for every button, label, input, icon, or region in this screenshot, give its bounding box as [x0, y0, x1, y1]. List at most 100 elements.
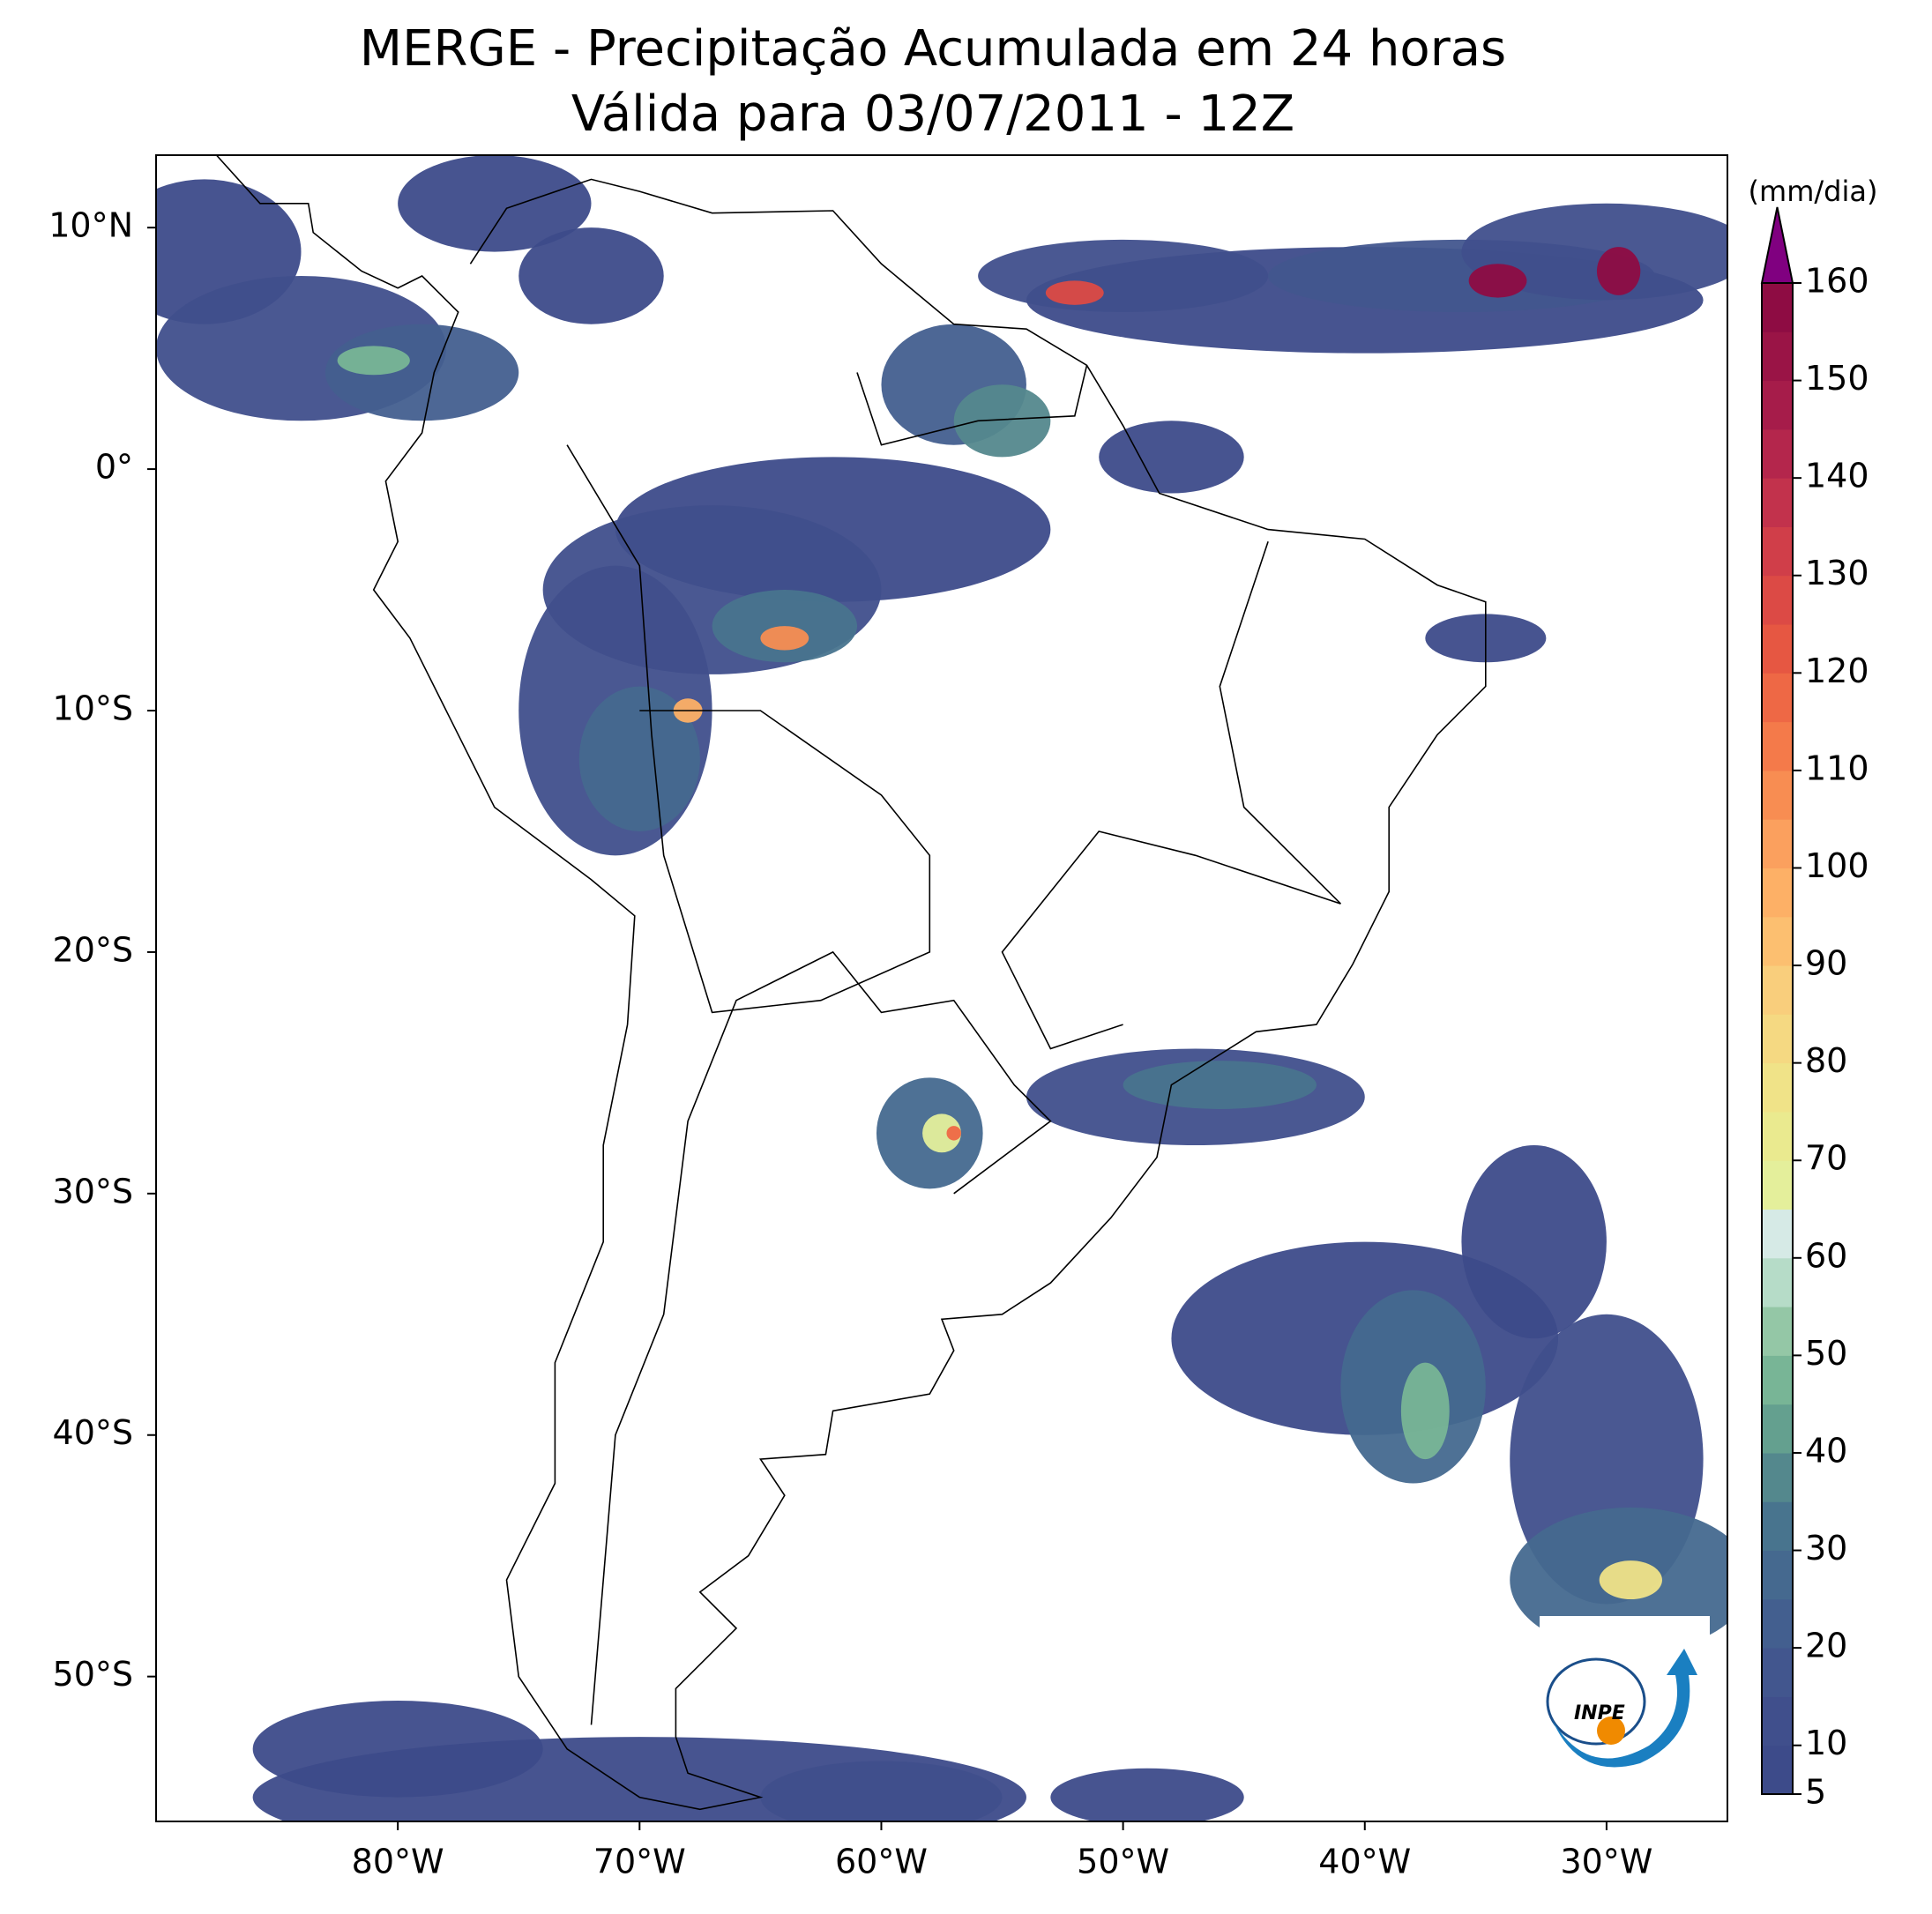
colorbar-tick-label: 50: [1805, 1334, 1847, 1373]
precip-area: [760, 626, 809, 651]
colorbar-tick-label: 30: [1805, 1529, 1847, 1568]
colorbar-level: [1762, 673, 1793, 723]
colorbar-tick-label: 110: [1805, 748, 1869, 787]
colorbar-level: [1762, 575, 1793, 625]
colorbar-level: [1762, 478, 1793, 527]
x-tick-label: 70°W: [593, 1843, 686, 1881]
coastline: [856, 365, 1088, 446]
x-tick-label: 80°W: [352, 1843, 444, 1881]
colorbar-level: [1762, 1648, 1793, 1697]
colorbar-level: [1762, 965, 1793, 1015]
colorbar-tick-label: 70: [1805, 1139, 1847, 1178]
colorbar-tick-label: 5: [1805, 1773, 1826, 1812]
logo-orbit: [1546, 1657, 1646, 1746]
logo-sun: [1597, 1717, 1625, 1745]
precip-area: [760, 1761, 1003, 1821]
colorbar-level: [1762, 770, 1793, 820]
precip-area: [1050, 1768, 1244, 1821]
colorbar-level: [1762, 1307, 1793, 1356]
precip-area: [337, 346, 410, 376]
precip-area: [953, 384, 1051, 458]
colorbar-level: [1762, 380, 1793, 430]
colorbar-tick-label: 10: [1805, 1724, 1847, 1762]
colorbar-level: [1762, 1111, 1793, 1161]
colorbar-level: [1762, 1062, 1793, 1113]
colorbar-level: [1762, 428, 1793, 479]
chart-subtitle: Válida para 03/07/2011 - 12Z: [571, 86, 1294, 143]
precipitation-field: [156, 155, 1727, 1821]
coastline: [1001, 541, 1341, 1050]
precip-area: [1099, 421, 1244, 494]
precip-area: [518, 227, 664, 324]
logo-text: INPE: [1574, 1702, 1625, 1724]
axes: 80°W 70°W 60°W 50°W 40°W 30°W 10°N 0° 10°S 20°S 30…: [48, 175, 1877, 1881]
precip-area: [1468, 264, 1527, 298]
colorbar-level: [1762, 1257, 1793, 1307]
precip-area: [1599, 1560, 1662, 1599]
inpe-logo: INPE: [1540, 1616, 1710, 1774]
colorbar-level: [1762, 1550, 1793, 1600]
colorbar-level: [1762, 1452, 1793, 1502]
colorbar-level: [1762, 1745, 1793, 1795]
y-tick-label: 10°N: [48, 206, 133, 245]
x-tick-label: 60°W: [835, 1843, 928, 1881]
colorbar-level: [1762, 1014, 1793, 1064]
coastline: [590, 950, 1052, 1725]
colorbar-level: [1762, 624, 1793, 674]
x-tick-label: 40°W: [1318, 1843, 1411, 1881]
precip-area: [946, 1126, 961, 1141]
colorbar-level: [1762, 1355, 1793, 1405]
precip-area: [712, 590, 858, 663]
precip-area: [1400, 1362, 1450, 1460]
colorbar-tick-label: 120: [1805, 652, 1869, 690]
colorbar-level: [1762, 916, 1793, 966]
y-tick-label: 40°S: [53, 1413, 133, 1452]
precip-area: [922, 1113, 961, 1153]
colorbar-level: [1762, 819, 1793, 868]
colorbar-tick-label: 140: [1805, 457, 1869, 495]
colorbar-tick-label: 160: [1805, 262, 1869, 301]
precip-area: [1596, 247, 1641, 295]
chart-title: MERGE - Precipitação Acumulada em 24 hor…: [360, 20, 1506, 78]
colorbar-level: [1762, 1404, 1793, 1454]
precip-area: [978, 239, 1269, 313]
colorbar-tick-label: 80: [1805, 1041, 1847, 1080]
colorbar-level: [1762, 1696, 1793, 1746]
coastlines: [215, 155, 1487, 1811]
plot-frame: [155, 154, 1728, 1822]
colorbar-level: [1762, 1598, 1793, 1649]
x-tick-label: 30°W: [1560, 1843, 1652, 1881]
colorbar-tick-label: 100: [1805, 846, 1869, 885]
colorbar-level: [1762, 283, 1793, 332]
y-tick-label: 50°S: [53, 1655, 133, 1694]
precip-area: [1461, 1145, 1607, 1339]
precip-area: [1045, 280, 1104, 305]
colorbar-tick-label: 40: [1805, 1431, 1847, 1470]
coastline: [215, 155, 1487, 1811]
precip-area: [1123, 1061, 1317, 1109]
precip-area: [578, 686, 700, 831]
colorbar-tick-label: 150: [1805, 359, 1869, 398]
colorbar-tick-label: 20: [1805, 1627, 1847, 1665]
colorbar-level: [1762, 1501, 1793, 1552]
colorbar-level: [1762, 331, 1793, 382]
colorbar-level: [1762, 526, 1793, 577]
colorbar-tick-label: 130: [1805, 554, 1869, 592]
colorbar-level: [1762, 1209, 1793, 1259]
coastline: [566, 444, 931, 1014]
precip-area: [252, 1701, 543, 1798]
y-tick-label: 0°: [95, 448, 133, 487]
y-tick-label: 20°S: [53, 930, 133, 969]
colorbar-extend: [1760, 206, 1794, 284]
colorbar-tick-label: 90: [1805, 944, 1847, 983]
precip-area: [398, 155, 592, 252]
colorbar-level: [1762, 721, 1793, 771]
logo-arrow: [1552, 1649, 1697, 1768]
precip-area: [1461, 203, 1727, 301]
colorbar-tick-label: 60: [1805, 1236, 1847, 1275]
colorbar-level: [1762, 1160, 1793, 1210]
x-tick-label: 50°W: [1077, 1843, 1169, 1881]
colorbar-frame: [1761, 283, 1794, 1795]
colorbar-level: [1762, 868, 1793, 918]
